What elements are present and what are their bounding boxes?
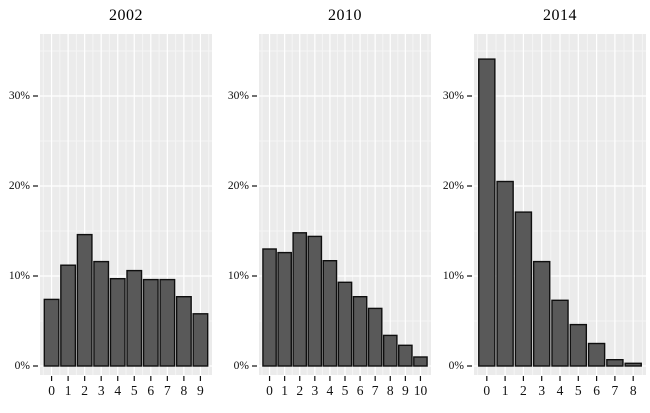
y-tick-label: 20% (227, 180, 249, 192)
x-tick-label: 1 (281, 383, 289, 398)
x-tick-label: 2 (81, 383, 89, 398)
histogram-bar (93, 260, 110, 367)
histogram-bar (322, 260, 338, 367)
x-tick-label: 5 (341, 383, 349, 398)
y-tick-label: 0% (14, 360, 30, 372)
histogram-bar (307, 235, 323, 367)
x-tick-label: 1 (64, 383, 72, 398)
facet-title-2010: 2010 (328, 7, 362, 24)
x-tick-label: 0 (266, 383, 273, 398)
histogram-bar (532, 260, 551, 367)
histogram-bar (159, 278, 176, 367)
x-tick-label: 1 (501, 383, 509, 398)
facet-title-2014: 2014 (543, 7, 577, 24)
histogram-bar (569, 323, 588, 367)
x-tick-label: 6 (356, 383, 364, 398)
histogram-bar (478, 58, 496, 367)
histogram-bar (606, 359, 624, 367)
x-tick-label: 8 (386, 383, 394, 398)
y-tick-label: 0% (448, 360, 464, 372)
y-tick-label: 20% (442, 180, 464, 192)
histogram-bar (292, 232, 308, 367)
y-tick-label: 20% (8, 180, 30, 192)
x-tick-label: 3 (538, 383, 546, 398)
y-tick-label: 30% (8, 90, 30, 102)
y-tick-label: 10% (442, 270, 464, 282)
x-tick-label: 9 (197, 383, 204, 398)
histogram-bar (514, 211, 533, 367)
histogram-bar (496, 180, 514, 367)
histogram-bar (109, 278, 126, 367)
histogram-bar (367, 307, 383, 367)
x-tick-label: 3 (311, 383, 319, 398)
histogram-bar (60, 264, 77, 367)
y-tick-label: 10% (8, 270, 30, 282)
x-tick-label: 3 (97, 383, 105, 398)
histogram-bar (142, 278, 159, 367)
x-tick-label: 4 (326, 383, 334, 398)
x-tick-label: 6 (147, 383, 155, 398)
x-tick-label: 2 (520, 383, 527, 398)
y-tick-label: 10% (227, 270, 249, 282)
x-tick-label: 7 (163, 383, 171, 398)
x-tick-label: 0 (48, 383, 55, 398)
x-tick-label: 0 (483, 383, 491, 398)
x-tick-label: 9 (401, 383, 409, 398)
histogram-bar (76, 233, 93, 367)
histogram-bar (192, 313, 209, 367)
histogram-bar (551, 299, 569, 367)
histogram-bar (352, 296, 368, 367)
facet-title-2002: 2002 (109, 7, 143, 24)
histogram-bar (43, 298, 60, 367)
x-tick-label: 6 (593, 383, 600, 398)
x-tick-label: 8 (180, 383, 188, 398)
histogram-bar (398, 344, 413, 367)
histogram-bar (175, 296, 192, 367)
x-tick-label: 4 (556, 383, 564, 398)
histogram-bar (126, 269, 143, 367)
histogram-bar (624, 362, 642, 367)
y-tick-label: 30% (227, 90, 249, 102)
x-tick-label: 10 (413, 383, 428, 398)
histogram-bar (413, 356, 428, 367)
x-tick-label: 5 (574, 383, 582, 398)
y-tick-label: 30% (442, 90, 464, 102)
histogram-bar (587, 342, 606, 367)
x-tick-label: 8 (629, 383, 637, 398)
histogram-bar (262, 248, 277, 367)
x-tick-label: 7 (371, 383, 379, 398)
x-tick-label: 4 (114, 383, 122, 398)
x-tick-label: 5 (130, 383, 138, 398)
x-tick-label: 2 (296, 383, 304, 398)
y-tick-label: 0% (233, 360, 249, 372)
x-tick-label: 7 (611, 383, 619, 398)
histogram-bar (277, 251, 292, 367)
histogram-bar (337, 281, 353, 367)
histogram-bar (382, 334, 398, 367)
